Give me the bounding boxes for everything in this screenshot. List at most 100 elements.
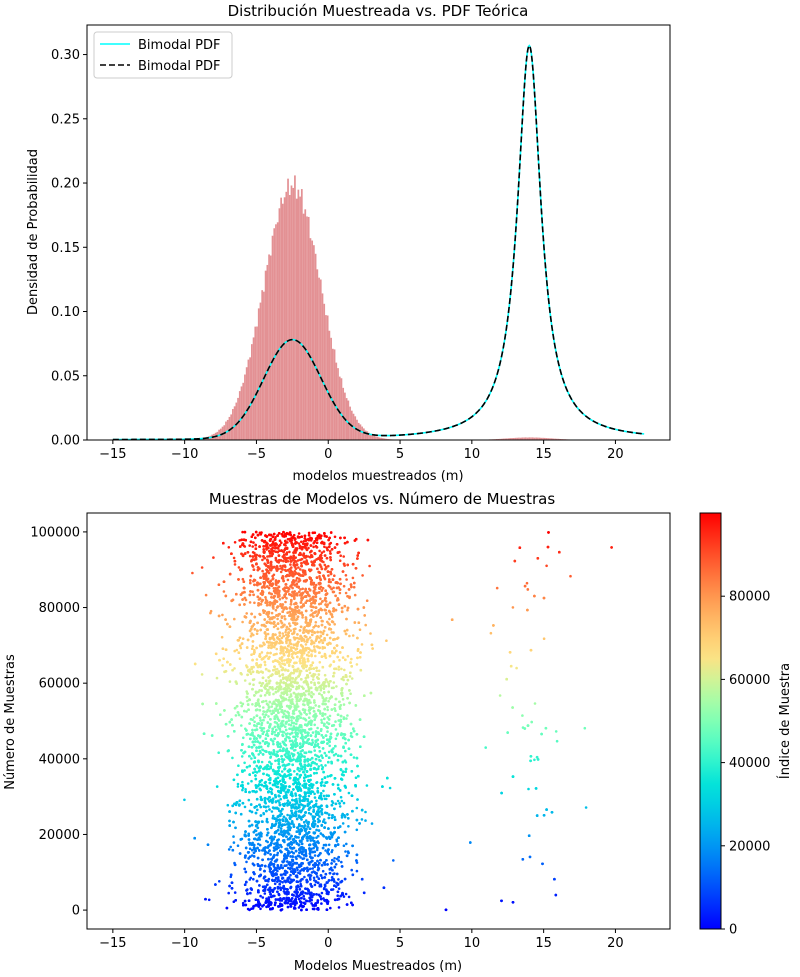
- scatter-point: [234, 714, 238, 717]
- histogram-bar: [340, 378, 343, 440]
- scatter-point: [232, 556, 236, 560]
- scatter-point: [315, 781, 319, 784]
- scatter-point: [273, 903, 277, 907]
- scatter-point: [521, 714, 524, 717]
- scatter-point: [292, 630, 296, 634]
- scatter-point: [328, 744, 332, 748]
- scatter-point: [325, 794, 328, 797]
- scatter-point: [243, 761, 246, 765]
- histogram-bar: [226, 419, 229, 440]
- scatter-point: [364, 810, 367, 814]
- scatter-point: [274, 781, 277, 785]
- scatter-point: [274, 759, 277, 763]
- pdf-chart: Distribución Muestreada vs. PDF Teórica …: [26, 2, 671, 484]
- scatter-point: [338, 559, 342, 562]
- x-tick-label: 5: [396, 447, 404, 462]
- histogram-bar: [292, 187, 295, 440]
- scatter-point: [284, 600, 287, 604]
- scatter-point: [278, 539, 282, 542]
- scatter-point: [338, 658, 341, 662]
- scatter-point: [260, 721, 264, 725]
- scatter-point: [311, 856, 314, 860]
- scatter-point: [304, 891, 307, 895]
- scatter-point: [354, 776, 358, 779]
- scatter-point: [258, 689, 261, 692]
- histogram-bar: [366, 431, 369, 440]
- pdf-line-dashed: [112, 44, 645, 441]
- scatter-point: [289, 873, 292, 877]
- scatter-point: [304, 819, 308, 822]
- histogram-bar: [345, 398, 348, 440]
- scatter-point: [301, 784, 305, 787]
- scatter-point: [337, 878, 340, 881]
- scatter-point: [233, 541, 237, 544]
- scatter-point: [498, 694, 502, 697]
- scatter-point: [252, 683, 255, 686]
- scatter-point: [273, 882, 277, 886]
- scatter-point: [313, 792, 316, 796]
- scatter-point: [227, 546, 231, 549]
- scatter-point: [271, 688, 275, 691]
- histogram-bar: [257, 308, 260, 440]
- scatter-point: [542, 637, 546, 640]
- scatter-point: [294, 855, 297, 859]
- histogram-bar: [280, 197, 282, 440]
- scatter-point: [306, 839, 309, 842]
- scatter-point: [360, 643, 364, 646]
- scatter-point: [320, 718, 323, 722]
- chart1-x-ticks: −15 −10 −5 0 5 10 15 20: [99, 440, 624, 462]
- scatter-point: [229, 875, 233, 879]
- histogram-bar: [368, 432, 370, 440]
- histogram-bar: [502, 438, 505, 440]
- scatter-point: [313, 718, 317, 721]
- scatter-point: [286, 578, 290, 582]
- scatter-point: [303, 773, 307, 776]
- scatter-point: [270, 611, 274, 615]
- scatter-point: [322, 685, 326, 688]
- scatter-point: [364, 819, 367, 822]
- histogram-bar: [554, 438, 556, 440]
- histogram-bar: [524, 437, 527, 440]
- scatter-point: [324, 849, 327, 852]
- histogram-bar: [283, 197, 286, 440]
- histogram-bar: [545, 438, 548, 440]
- scatter-point: [272, 692, 275, 696]
- scatter-point: [319, 759, 322, 763]
- scatter-point: [271, 814, 275, 818]
- scatter-point: [240, 538, 244, 541]
- histogram-bar: [364, 430, 367, 440]
- scatter-point: [333, 535, 337, 539]
- histogram-bar: [282, 203, 284, 440]
- scatter-point: [316, 824, 320, 828]
- scatter-point: [527, 787, 530, 791]
- histogram-bar: [297, 189, 300, 440]
- scatter-point: [318, 575, 321, 578]
- scatter-point: [284, 775, 288, 778]
- scatter-point: [250, 757, 253, 760]
- scatter-point: [263, 892, 267, 895]
- scatter-point: [324, 764, 327, 767]
- scatter-point: [299, 882, 303, 886]
- scatter-point: [322, 794, 326, 798]
- scatter-point: [286, 611, 289, 614]
- histogram-bar: [533, 437, 536, 440]
- scatter-point: [222, 590, 226, 593]
- scatter-point: [323, 784, 326, 788]
- histogram-bar: [361, 426, 363, 440]
- scatter-point: [335, 685, 338, 688]
- scatter-point: [342, 584, 346, 588]
- scatter-point: [345, 578, 348, 581]
- scatter-point: [344, 749, 347, 753]
- scatter-point: [240, 704, 243, 708]
- histogram-bar: [506, 438, 508, 440]
- scatter-point: [281, 860, 285, 864]
- scatter-point: [292, 735, 295, 739]
- scatter-point: [294, 551, 297, 554]
- histogram-bar: [321, 293, 324, 440]
- histogram-bar: [313, 245, 315, 440]
- scatter-point: [276, 851, 280, 855]
- scatter-point: [243, 679, 247, 682]
- scatter-point: [260, 760, 264, 764]
- histogram-bar: [328, 330, 331, 440]
- scatter-point: [323, 577, 327, 581]
